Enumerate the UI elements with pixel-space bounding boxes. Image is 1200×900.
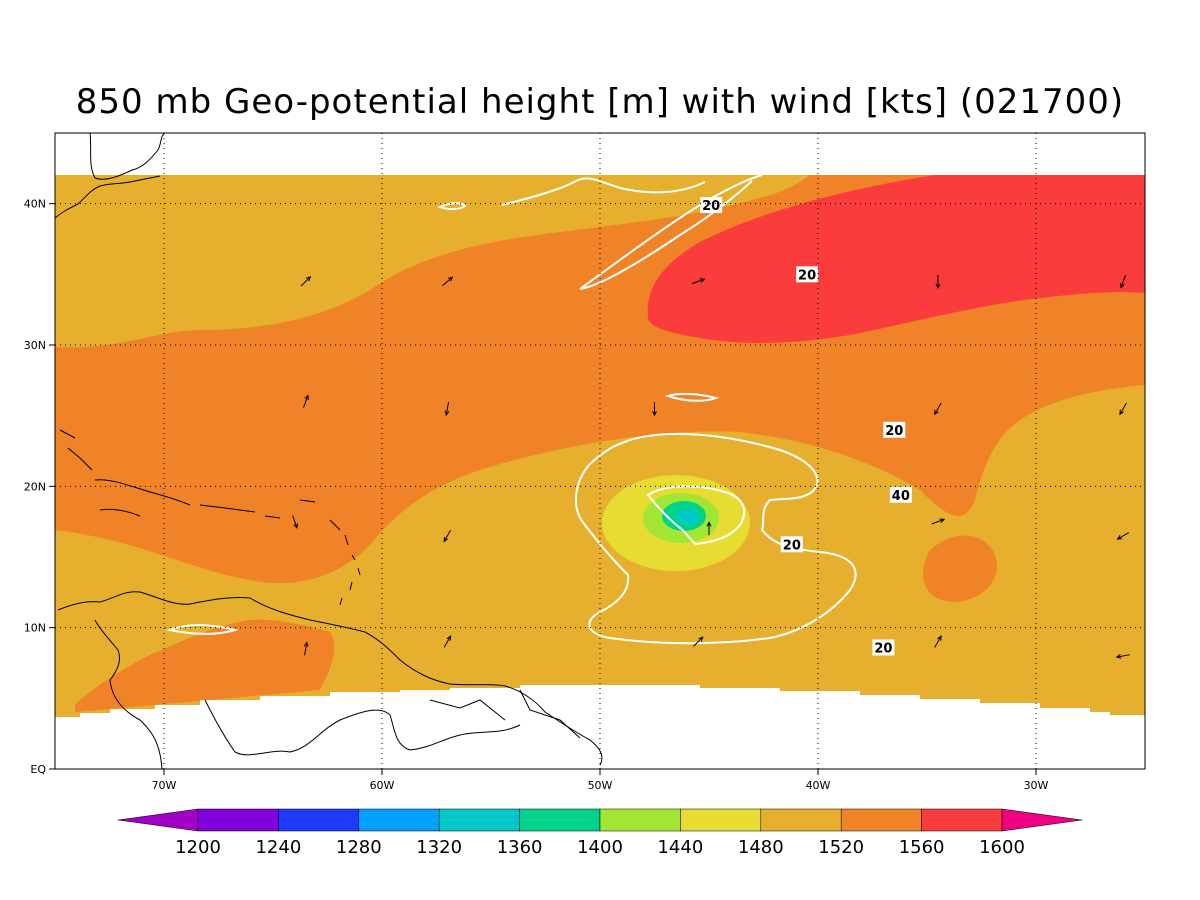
lat-tick-label-0: EQ: [30, 763, 46, 776]
wind-vector-18: [934, 635, 942, 648]
band-1560-blob: [923, 535, 997, 602]
contour-label-bg-3: [889, 486, 912, 503]
colorbar-swatch-2: [358, 808, 440, 832]
contour-label-bg-5: [872, 639, 895, 656]
wind-vector-10: [292, 515, 298, 529]
wind-vector-6: [444, 402, 450, 417]
colorbar-label-2: 1280: [336, 837, 382, 858]
coastline-south-america: [57, 591, 603, 769]
contour-label-3: 40: [892, 489, 910, 504]
colorbar-label-4: 1360: [497, 837, 543, 858]
coastline-lesser-antilles: [339, 534, 361, 606]
contour-label-bg-1: [796, 266, 819, 283]
wind-vector-14: [1116, 532, 1130, 540]
contour-label-bg-4: [780, 536, 803, 553]
lat-tick-label-3: 30N: [24, 339, 46, 352]
colorbar-max-arrow: [1001, 808, 1083, 832]
colorbar-label-6: 1440: [657, 837, 703, 858]
colorbar-swatch-5: [599, 808, 681, 832]
wind-vector-8: [934, 402, 942, 416]
contour-label-5: 20: [874, 641, 892, 656]
band-1600: [647, 175, 1145, 343]
band-1560-south: [75, 619, 335, 712]
isotach-20-northeast: [579, 174, 763, 290]
colorbar: 1200 1240 1280 1320 1360 1400 1440 1480 1520 1560…: [117, 808, 1083, 858]
lon-tick-label-1: 60W: [370, 779, 395, 792]
colorbar-swatch-4: [519, 808, 601, 832]
wind-vector-7: [652, 402, 657, 417]
isotach-contours: [166, 174, 857, 645]
wind-vector-4: [1120, 275, 1126, 289]
coastline-north-america: [55, 133, 166, 219]
colorbar-label-7: 1480: [738, 837, 784, 858]
colorbar-swatch-6: [680, 808, 762, 832]
contour-labels: 20 20 20 40 20 20: [700, 197, 912, 656]
colorbar-swatch-3: [438, 808, 520, 832]
wind-vectors: [292, 274, 1130, 659]
wind-vector-17: [693, 636, 704, 647]
isotach-20-patch: [664, 392, 720, 402]
shaded-field: 20 20 20 40 20 20: [55, 133, 1145, 769]
wind-vector-16: [443, 635, 452, 648]
contour-label-0: 20: [702, 199, 720, 214]
lon-tick-label-0: 70W: [152, 779, 177, 792]
isotach-20-small: [437, 202, 467, 211]
lon-tick-label-3: 40W: [806, 779, 831, 792]
coastline-bahamas-cuba: [59, 429, 341, 531]
wind-vector-1: [442, 276, 454, 286]
lon-tick-label-2: 50W: [588, 779, 613, 792]
lon-tick-label-4: 30W: [1024, 779, 1049, 792]
wind-vector-19: [1115, 654, 1130, 659]
isotach-20-north-lobe: [501, 177, 706, 206]
wind-vector-9: [1119, 402, 1127, 416]
colorbar-label-8: 1520: [818, 837, 864, 858]
colorbar-swatch-9: [921, 808, 1003, 832]
isotach-40: [646, 485, 746, 546]
colorbar-swatch-8: [840, 808, 922, 832]
contour-label-1: 20: [798, 268, 816, 283]
colorbar-swatch-1: [278, 808, 360, 832]
isotach-20-northeast-inner: [579, 180, 753, 290]
colorbar-swatch-0: [197, 808, 279, 832]
axis-ticks: 70W 60W 50W 40W 30W EQ 10N 20N 30N 40N: [24, 198, 1049, 792]
contour-label-bg-2: [883, 421, 906, 438]
colorbar-min-arrow: [117, 808, 199, 832]
coastlines: [55, 133, 603, 769]
colorbar-label-3: 1320: [416, 837, 462, 858]
lat-tick-label-1: 10N: [24, 622, 46, 635]
no-data-south: [55, 685, 1145, 769]
colorbar-label-1: 1240: [255, 837, 301, 858]
contour-label-bg-0: [700, 197, 723, 214]
lat-tick-label-2: 20N: [24, 480, 46, 493]
wind-vector-0: [300, 275, 312, 287]
band-1360: [677, 509, 699, 525]
contour-label-2: 20: [885, 424, 903, 439]
wind-vector-5: [303, 394, 309, 408]
wind-vector-15: [303, 641, 309, 656]
wind-vector-2: [691, 278, 706, 285]
wind-vector-11: [443, 529, 452, 543]
coastline-interior-borders: [204, 689, 581, 756]
colorbar-label-9: 1560: [899, 837, 945, 858]
map-title: 850 mb Geo-potential height [m] with win…: [75, 82, 1125, 122]
colorbar-label-5: 1400: [577, 837, 623, 858]
wind-vector-3: [935, 274, 941, 290]
lat-tick-label-4: 40N: [24, 198, 46, 211]
colorbar-label-10: 1600: [979, 837, 1025, 858]
isotach-20-sa: [166, 624, 239, 635]
colorbar-label-0: 1200: [175, 837, 221, 858]
wind-vector-13: [931, 518, 946, 525]
colorbar-swatch-7: [760, 808, 842, 832]
wind-vector-12: [706, 521, 712, 536]
contour-label-4: 20: [783, 538, 801, 553]
